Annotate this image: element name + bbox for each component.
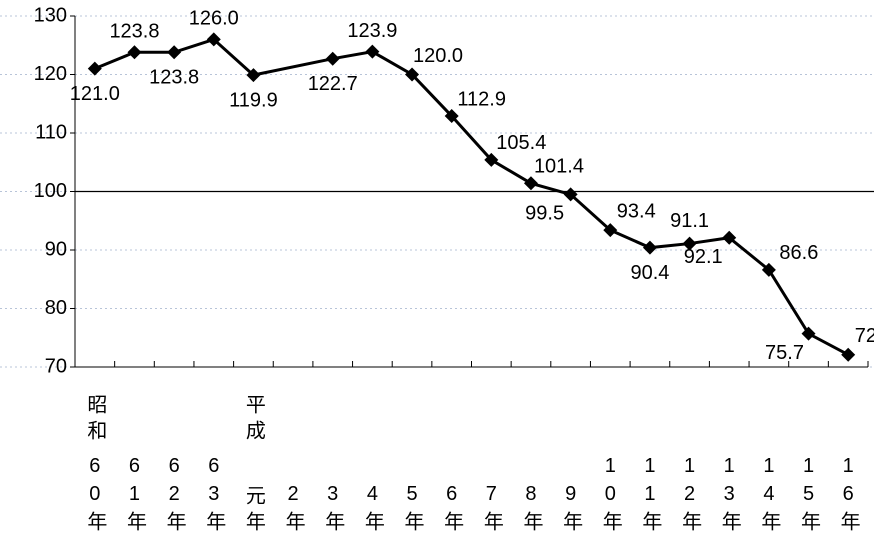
series-line [94, 37, 849, 357]
x-tick-label: 8年 [520, 483, 543, 537]
data-label: 121.0 [70, 83, 120, 105]
data-point [801, 326, 816, 341]
x-tick-label: 9年 [560, 483, 583, 537]
y-tick-label: 120 [34, 63, 67, 85]
data-label: 93.4 [617, 200, 656, 222]
data-label: 90.4 [630, 262, 669, 284]
x-tick-label: 63年 [203, 455, 226, 537]
data-label: 123.9 [347, 20, 397, 42]
data-point [325, 51, 340, 66]
data-label: 86.6 [779, 242, 818, 264]
data-point [365, 44, 380, 59]
data-point [127, 45, 142, 60]
data-label: 72.1 [855, 325, 874, 347]
data-label: 120.0 [413, 45, 463, 67]
x-tick-label: 15年 [798, 455, 821, 537]
y-tick-label: 80 [45, 297, 67, 319]
data-point [523, 176, 538, 191]
data-point [642, 240, 657, 255]
x-tick-label: 11年 [639, 455, 662, 537]
data-point [563, 187, 578, 202]
data-label: 123.8 [109, 21, 159, 43]
x-tick-label: 10年 [599, 455, 622, 537]
data-label: 119.9 [229, 89, 278, 111]
data-label: 92.1 [684, 246, 723, 268]
y-tick-label: 100 [34, 180, 67, 202]
x-tick-label: 16年 [837, 455, 860, 537]
data-point [87, 61, 102, 76]
data-point [206, 32, 221, 47]
data-point [246, 68, 261, 83]
y-tick-label: 90 [45, 238, 67, 260]
data-point [167, 45, 182, 60]
y-tick-label: 70 [45, 355, 67, 377]
y-tick-label: 110 [35, 121, 67, 143]
x-tick-label: 7年 [480, 483, 503, 537]
x-tick-label: 4年 [361, 483, 384, 537]
x-tick-label: 62年 [163, 455, 186, 537]
data-point [722, 230, 737, 245]
data-point [405, 67, 420, 82]
data-point [444, 109, 459, 124]
x-tick-label: 6年 [441, 483, 464, 537]
x-tick-label: 3年 [322, 483, 345, 537]
data-label: 105.4 [496, 132, 546, 154]
data-label: 91.1 [670, 210, 709, 232]
data-point [761, 262, 776, 277]
data-label: 112.9 [457, 88, 506, 110]
x-tick-label: 61年 [123, 455, 146, 537]
x-tick-label: 13年 [718, 455, 741, 537]
data-label: 75.7 [765, 342, 804, 364]
y-tick-label: 130 [34, 4, 67, 26]
data-label: 126.0 [189, 8, 239, 30]
x-tick-label: 2年 [282, 483, 305, 537]
x-tick-label: 12年 [679, 455, 702, 537]
data-point [484, 152, 499, 167]
data-point [603, 223, 618, 238]
x-tick-label: 5年 [401, 483, 424, 537]
data-label: 122.7 [308, 73, 358, 95]
data-label: 101.4 [534, 156, 584, 178]
data-point [841, 347, 856, 362]
data-point [682, 236, 697, 251]
x-tick-label: 60年 [84, 455, 107, 537]
era-label: 昭和 [84, 394, 107, 446]
x-tick-label: 元年 [242, 485, 265, 537]
data-label: 99.5 [525, 203, 564, 225]
era-label: 平成 [242, 394, 265, 446]
x-tick-label: 14年 [758, 455, 781, 537]
data-label: 123.8 [149, 67, 199, 89]
